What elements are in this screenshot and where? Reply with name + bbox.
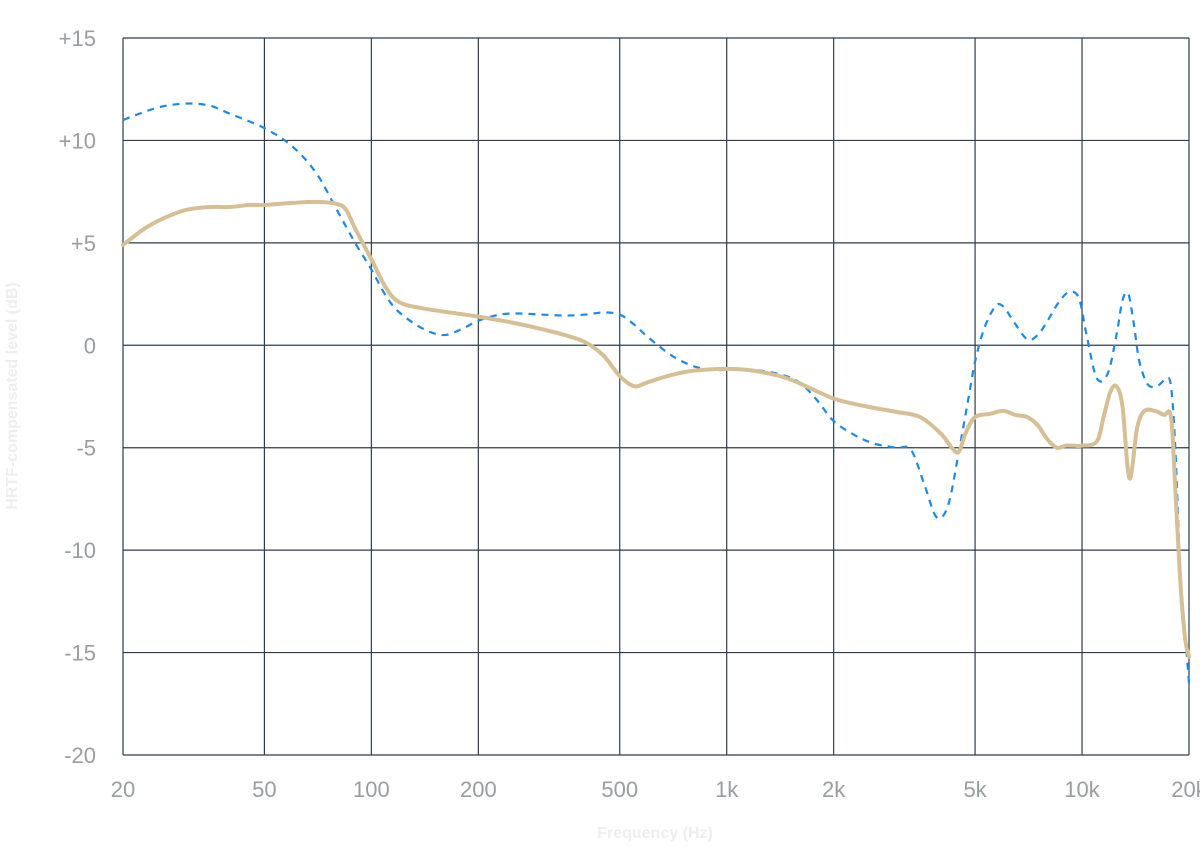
y-tick-label: +15 bbox=[59, 26, 96, 51]
x-tick-label: 50 bbox=[252, 777, 276, 802]
grid bbox=[122, 37, 1190, 756]
y-tick-label: -20 bbox=[64, 743, 96, 768]
x-tick-label: 2k bbox=[822, 777, 846, 802]
y-tick-label: -5 bbox=[76, 436, 96, 461]
y-tick-label: -15 bbox=[64, 641, 96, 666]
y-tick-labels: +15 +10 +5 0 -5 -10 -15 -20 bbox=[59, 26, 96, 768]
series-line-solid bbox=[121, 199, 1191, 659]
y-tick-label: +5 bbox=[71, 231, 96, 256]
x-tick-label: 200 bbox=[460, 777, 497, 802]
y-tick-label: -10 bbox=[64, 538, 96, 563]
x-tick-label: 5k bbox=[963, 777, 987, 802]
x-tick-label: 10k bbox=[1064, 777, 1100, 802]
x-tick-label: 1k bbox=[715, 777, 739, 802]
x-tick-labels: 20 50 100 200 500 1k 2k 5k 10k 20k bbox=[111, 777, 1200, 802]
x-tick-label: 500 bbox=[601, 777, 638, 802]
series-lines bbox=[121, 102, 1191, 684]
x-tick-label: 20k bbox=[1171, 777, 1200, 802]
series-line-dashed bbox=[122, 102, 1191, 684]
x-tick-label: 100 bbox=[353, 777, 390, 802]
y-tick-label: 0 bbox=[84, 333, 96, 358]
y-axis-title: HRTF-compensated level (dB) bbox=[4, 282, 21, 510]
y-tick-label: +10 bbox=[59, 128, 96, 153]
x-tick-label: 20 bbox=[111, 777, 135, 802]
x-axis-title: Frequency (Hz) bbox=[597, 825, 713, 842]
